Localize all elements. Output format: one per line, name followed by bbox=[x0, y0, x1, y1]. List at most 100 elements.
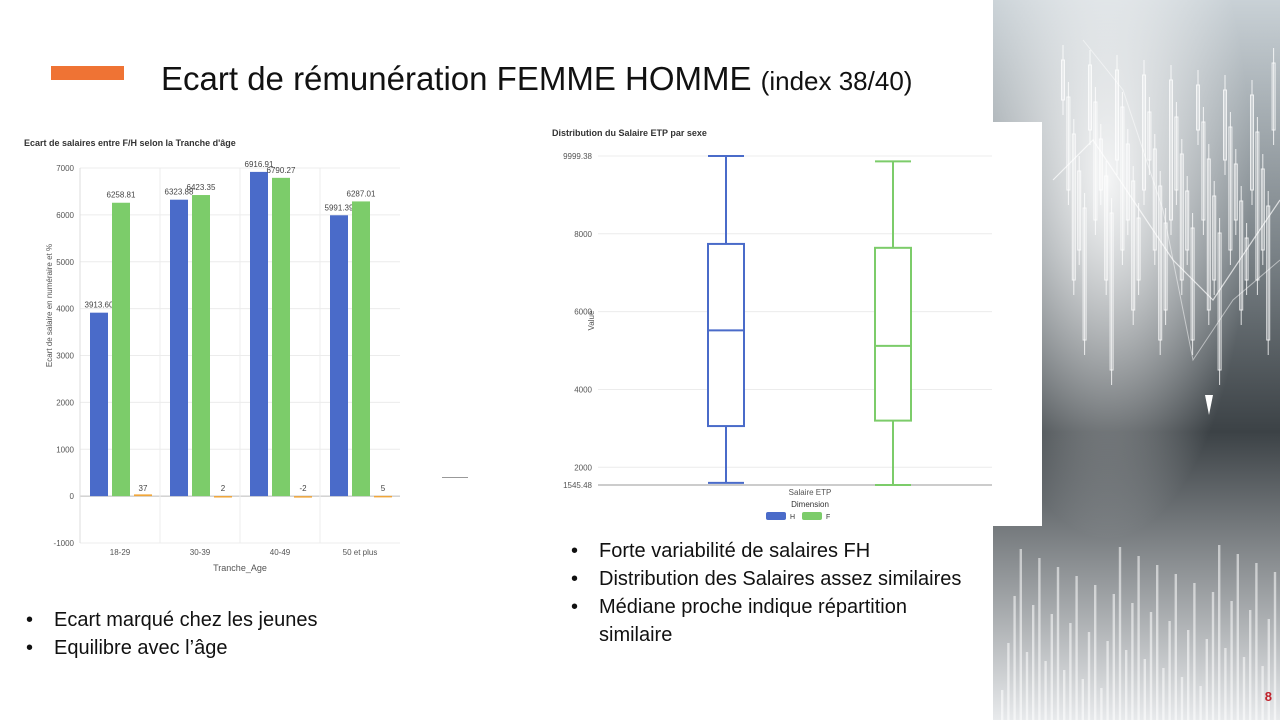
deco-bar bbox=[1112, 594, 1115, 720]
slide-title: Ecart de rémunération FEMME HOMME (index… bbox=[161, 60, 912, 98]
data-label: 2 bbox=[221, 484, 226, 493]
legend-label: F bbox=[826, 514, 830, 521]
deco-bar bbox=[1149, 612, 1153, 720]
x-tick-label: 40-49 bbox=[270, 548, 291, 557]
deco-bar bbox=[1094, 585, 1097, 720]
right-bullet-list: Forte variabilité de salaires FH Distrib… bbox=[569, 537, 969, 649]
x-tick-label: 50 et plus bbox=[343, 548, 378, 557]
title-subtitle: (index 38/40) bbox=[760, 66, 913, 96]
x-axis-title: Salaire ETP bbox=[789, 488, 832, 497]
data-label: 6423.35 bbox=[187, 183, 216, 192]
deco-bar bbox=[1125, 650, 1128, 720]
data-label: 6790.27 bbox=[267, 166, 296, 175]
box-iqr bbox=[707, 242, 745, 428]
deco-bar bbox=[1236, 554, 1239, 720]
left-bullet-list: Ecart marqué chez les jeunes Equilibre a… bbox=[24, 606, 317, 662]
title-main: Ecart de rémunération FEMME HOMME bbox=[161, 60, 752, 97]
deco-bar bbox=[1273, 572, 1277, 720]
deco-candle bbox=[1212, 195, 1217, 281]
y-tick-label: 2000 bbox=[56, 398, 74, 407]
deco-candle bbox=[1271, 62, 1276, 131]
deco-bar bbox=[1075, 576, 1078, 720]
bar-chart: -1000 0 1000 2000 3000 4000 5000 6000 7000 3913.6… bbox=[45, 160, 400, 573]
box-chart: 1545.48 2000 4000 6000 8000 9999.38 Value Salai… bbox=[563, 152, 992, 521]
deco-bar bbox=[1032, 605, 1035, 720]
deco-candle bbox=[1233, 163, 1238, 221]
bullet-item: Forte variabilité de salaires FH bbox=[569, 537, 969, 565]
deco-candle bbox=[1250, 94, 1254, 191]
y-tick-label: -1000 bbox=[54, 539, 75, 548]
deco-candle bbox=[1120, 106, 1125, 251]
deco-bar bbox=[1261, 666, 1264, 720]
title-accent-bar bbox=[51, 66, 124, 80]
deco-bar bbox=[1143, 659, 1146, 720]
deco-candle bbox=[1244, 237, 1249, 281]
deco-bar bbox=[1255, 563, 1258, 720]
divider-line bbox=[442, 477, 468, 478]
y-tick-label: 2000 bbox=[574, 463, 592, 472]
legend-title: Dimension bbox=[791, 500, 829, 509]
y-axis-title: Ecart de salaire en numéraire et % bbox=[45, 244, 54, 367]
data-label: -2 bbox=[299, 484, 307, 493]
bar bbox=[134, 494, 152, 497]
deco-bar bbox=[1013, 596, 1016, 720]
deco-candle bbox=[1228, 126, 1233, 251]
bar bbox=[272, 177, 290, 497]
deco-candle bbox=[1217, 232, 1222, 371]
deco-candle bbox=[1206, 158, 1211, 311]
deco-bar bbox=[1118, 547, 1122, 720]
deco-bar bbox=[1249, 610, 1252, 720]
box-iqr bbox=[874, 246, 912, 422]
deco-bar bbox=[1180, 677, 1184, 720]
bullet-item: Médiane proche indique répartition simil… bbox=[569, 593, 969, 649]
y-tick-label: 8000 bbox=[574, 230, 592, 239]
deco-candle bbox=[1158, 185, 1163, 341]
y-tick-label: 1000 bbox=[56, 445, 74, 454]
deco-bar bbox=[1007, 643, 1010, 720]
y-axis-title: Value bbox=[587, 310, 596, 330]
deco-bar bbox=[1193, 583, 1196, 720]
bar bbox=[294, 496, 312, 498]
deco-bar bbox=[1001, 690, 1004, 720]
x-tick-label: 30-39 bbox=[190, 548, 211, 557]
y-tick-label: 6000 bbox=[574, 308, 592, 317]
deco-candle bbox=[1061, 59, 1065, 101]
deco-bar bbox=[1019, 549, 1022, 720]
deco-candle bbox=[1201, 121, 1206, 221]
decorative-finance-background bbox=[993, 0, 1280, 720]
deco-candle bbox=[1185, 190, 1190, 251]
y-tick-label: 4000 bbox=[574, 385, 592, 394]
deco-bar bbox=[1168, 621, 1171, 720]
y-tick-label: 3000 bbox=[56, 352, 74, 361]
deco-candle bbox=[1115, 69, 1119, 161]
legend-swatch bbox=[766, 512, 786, 520]
deco-bar bbox=[1187, 630, 1190, 720]
deco-candle bbox=[1260, 168, 1265, 251]
data-label: 37 bbox=[139, 484, 148, 493]
deco-candle bbox=[1196, 84, 1200, 131]
page-number: 8 bbox=[1264, 689, 1272, 704]
deco-candle bbox=[1098, 138, 1103, 191]
box-F bbox=[874, 160, 912, 486]
legend-label: H bbox=[790, 514, 795, 521]
y-tick-label: 9999.38 bbox=[563, 152, 592, 161]
deco-candle bbox=[1109, 212, 1114, 371]
data-label: 6258.81 bbox=[107, 191, 136, 200]
deco-bar bbox=[1224, 648, 1227, 720]
deco-bar bbox=[1056, 567, 1060, 720]
deco-candle bbox=[1152, 148, 1157, 251]
data-label: 6323.88 bbox=[165, 188, 194, 197]
deco-bar bbox=[1081, 679, 1084, 720]
bullet-item: Ecart marqué chez les jeunes bbox=[24, 606, 317, 634]
deco-bar bbox=[1131, 603, 1134, 720]
data-label: 5991.39 bbox=[325, 203, 354, 212]
deco-bar bbox=[1267, 619, 1270, 720]
deco-candle bbox=[1174, 116, 1179, 191]
deco-bar bbox=[1050, 614, 1053, 720]
deco-bar bbox=[1044, 661, 1047, 720]
bullet-item: Equilibre avec l’âge bbox=[24, 634, 317, 662]
box-chart-panel: Distribution du Salaire ETP par sexe 154… bbox=[548, 122, 1042, 526]
data-label: 6287.01 bbox=[347, 189, 376, 198]
data-label: 5 bbox=[381, 484, 386, 493]
bar bbox=[112, 202, 130, 497]
